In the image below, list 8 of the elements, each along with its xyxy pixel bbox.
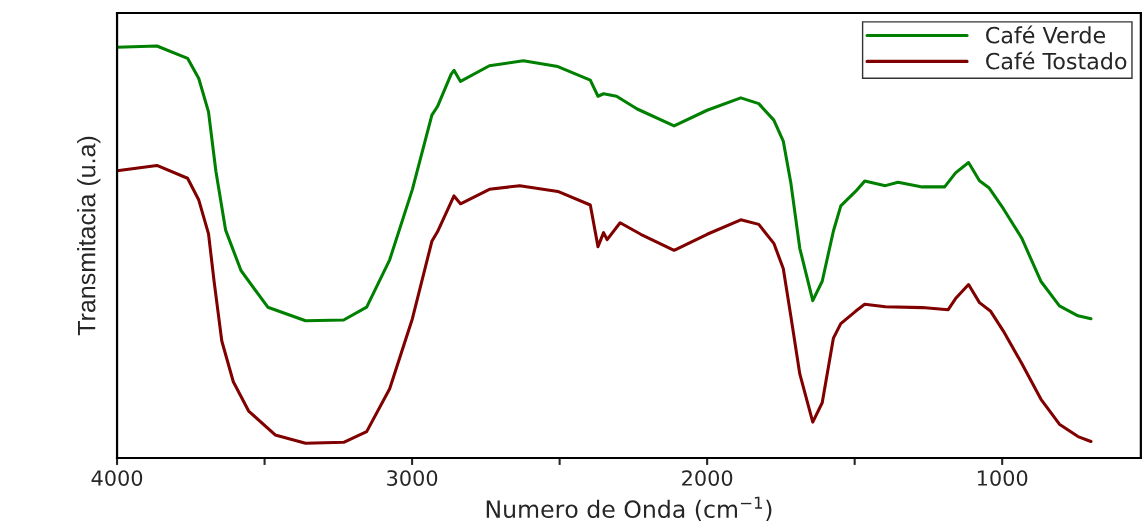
x-tick-label: 1000	[977, 470, 1028, 486]
x-axis-title: Numero de Onda (cm$^{−1}$)	[486, 496, 772, 521]
x-tick-label: 4000	[91, 470, 143, 486]
x-tick-label: 3000	[387, 470, 438, 486]
y-axis-title: Transmitacia (u.a)	[77, 136, 101, 336]
legend-label: Café Verde	[986, 25, 1106, 44]
x-tick-label: 2000	[682, 470, 733, 486]
legend-label: Café Tostado	[986, 51, 1127, 70]
